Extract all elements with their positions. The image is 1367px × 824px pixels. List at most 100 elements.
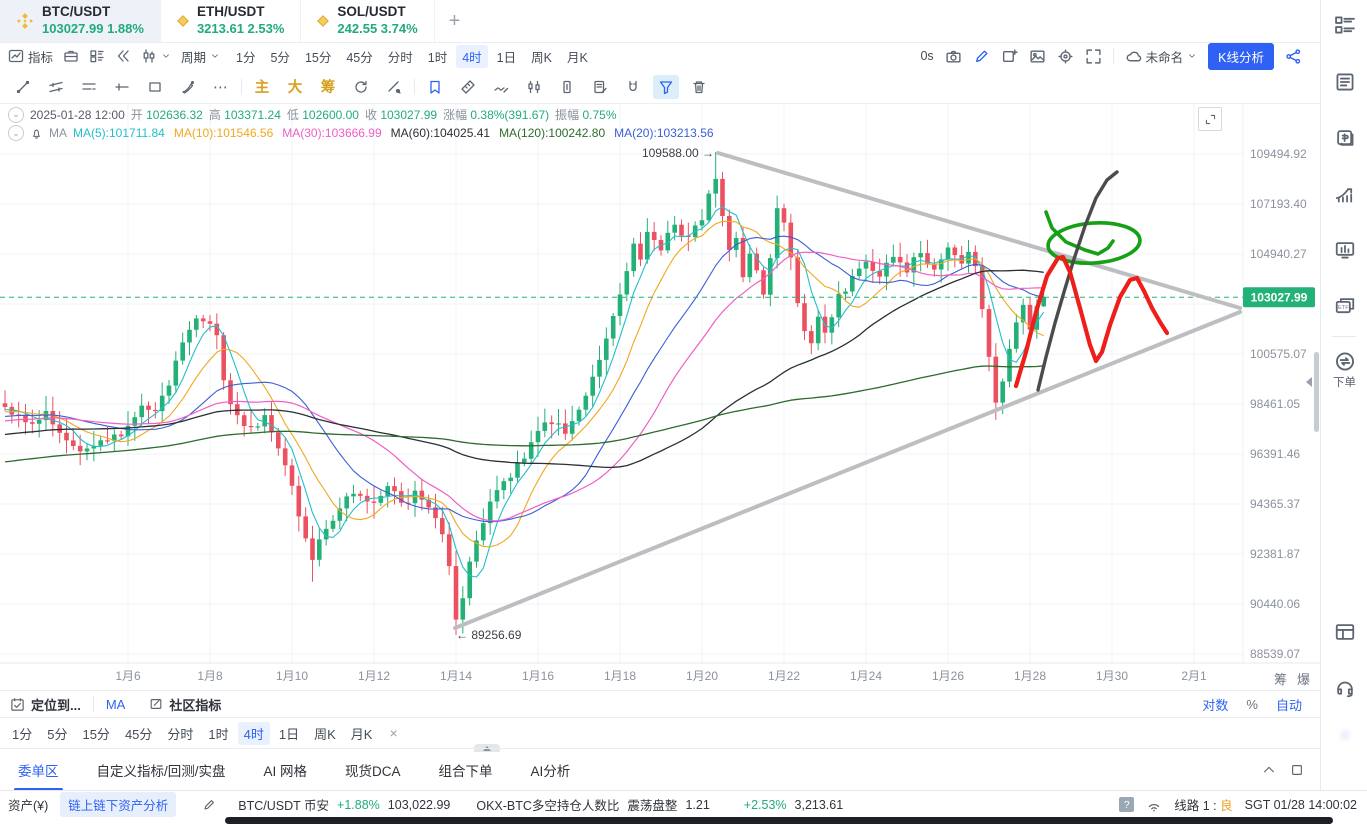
close-timeframe-row-button[interactable]: × xyxy=(389,725,398,741)
ma-indicator-link[interactable]: MA xyxy=(105,696,126,712)
log-scale-toggle[interactable]: 对数 xyxy=(1202,697,1229,713)
magnet-tool[interactable] xyxy=(620,75,646,99)
chips-axis-toggle[interactable]: 筹 xyxy=(1274,672,1288,687)
pin-line-tool[interactable] xyxy=(381,75,407,99)
draw-pencil-icon[interactable] xyxy=(973,48,990,65)
time-axis-label[interactable]: 1月20 xyxy=(686,669,718,683)
timeframe-1时[interactable]: 1时 xyxy=(427,50,448,65)
timeframe-1日[interactable]: 1日 xyxy=(278,726,300,742)
time-axis-label[interactable]: 1月10 xyxy=(276,669,308,683)
freehand-pencil-tool[interactable] xyxy=(488,75,514,99)
layout-grid-button[interactable] xyxy=(89,48,105,64)
funds-panel-icon[interactable] xyxy=(1334,127,1356,149)
share-icon[interactable] xyxy=(1285,48,1302,65)
bookmark-tool[interactable] xyxy=(422,75,448,99)
candlestick-chart[interactable]: 1月6 1月8 1月10 1月12 1月14 1月16 1月18 1月20 1月22 1月24 1月… xyxy=(0,104,1320,690)
timeframe-月K[interactable]: 月K xyxy=(566,50,588,65)
fullscreen-icon[interactable] xyxy=(1085,48,1102,65)
symbol-tab-sol[interactable]: SOL/USDT 242.55 3.74% xyxy=(301,0,435,42)
trendline-tool[interactable] xyxy=(10,75,36,99)
assets-label[interactable]: 资产(¥) xyxy=(8,799,49,813)
cross-line-tool[interactable] xyxy=(109,75,135,99)
auto-scale-toggle[interactable]: 自动 xyxy=(1275,697,1302,713)
replay-time-label[interactable]: 0s xyxy=(920,49,934,63)
timeframe-45分[interactable]: 45分 xyxy=(124,726,153,742)
refresh-drawing-tool[interactable] xyxy=(348,75,374,99)
collapse-legend-icon[interactable]: ⌄ xyxy=(8,106,24,123)
timeframe-1时[interactable]: 1时 xyxy=(208,726,229,742)
time-axis-label[interactable]: 1月22 xyxy=(768,669,800,683)
kline-analysis-button[interactable]: K线分析 xyxy=(1208,42,1274,70)
eth-ticker[interactable]: +2.53% 3,213.61 xyxy=(736,798,843,812)
parallel-channel-tool[interactable] xyxy=(43,75,69,99)
workspace-layout-icon[interactable] xyxy=(1334,621,1356,643)
symbol-tab-eth[interactable]: ETH/USDT 3213.61 2.53% xyxy=(161,0,302,42)
market-trend-icon[interactable] xyxy=(1334,183,1356,205)
timeframe-1日[interactable]: 1日 xyxy=(496,50,517,65)
edit-ticker-icon[interactable] xyxy=(202,798,216,812)
bottom-tab-组合下单[interactable]: 组合下单 xyxy=(438,763,493,779)
time-axis-label[interactable]: 1月26 xyxy=(932,669,964,683)
chips-distribution-toggle[interactable]: 筹 xyxy=(320,80,336,96)
time-axis-label[interactable]: 1月30 xyxy=(1096,669,1128,683)
note-edit-tool[interactable] xyxy=(587,75,613,99)
place-order-icon[interactable] xyxy=(1333,350,1356,373)
place-order-label[interactable]: 下单 xyxy=(1333,377,1356,389)
panel-collapse-arrow[interactable] xyxy=(1306,377,1312,387)
ma-indicator-name[interactable]: MA xyxy=(49,126,67,140)
chain-analysis-button[interactable]: 链上链下资产分析 xyxy=(60,792,177,817)
expand-window-icon[interactable] xyxy=(1290,763,1304,777)
candle-style-button[interactable] xyxy=(141,48,171,64)
timeframe-45分[interactable]: 45分 xyxy=(346,50,373,65)
news-panel-icon[interactable] xyxy=(1334,71,1356,93)
bottom-tab-现货DCA[interactable]: 现货DCA xyxy=(345,763,401,779)
timeframe-分时[interactable]: 分时 xyxy=(387,50,413,65)
period-dropdown[interactable]: 周期 xyxy=(181,47,220,66)
time-axis-label[interactable]: 1月14 xyxy=(440,669,472,683)
image-export-icon[interactable] xyxy=(1029,48,1046,65)
time-axis-label[interactable]: 1月8 xyxy=(197,669,223,683)
camera-icon[interactable] xyxy=(945,48,962,65)
time-axis-label[interactable]: 1月12 xyxy=(358,669,390,683)
burst-axis-toggle[interactable]: 爆 xyxy=(1297,672,1311,687)
time-axis-label[interactable]: 1月28 xyxy=(1014,669,1046,683)
bottom-tab-AI 网格[interactable]: AI 网格 xyxy=(263,763,308,779)
bottom-tab-委单区[interactable]: 委单区 xyxy=(14,749,62,791)
line-status[interactable]: 线路 1 : 良 xyxy=(1174,795,1232,814)
saved-layout-dropdown[interactable]: 未命名 xyxy=(1125,47,1198,66)
time-axis-label[interactable]: 1月16 xyxy=(522,669,554,683)
horizontal-lines-tool[interactable] xyxy=(76,75,102,99)
support-headset-icon[interactable] xyxy=(1334,677,1356,699)
ruler-tool[interactable] xyxy=(455,75,481,99)
timeframe-5分[interactable]: 5分 xyxy=(47,726,68,742)
okx-ratio-ticker[interactable]: OKX-BTC多空持仓人数比 震荡盘整 1.21 xyxy=(476,795,709,814)
timeframe-月K[interactable]: 月K xyxy=(350,726,373,742)
reset-view-button[interactable] xyxy=(1198,107,1222,131)
time-axis-label[interactable]: 1月24 xyxy=(850,669,882,683)
help-button[interactable]: ? xyxy=(1119,797,1135,812)
timeframe-5分[interactable]: 5分 xyxy=(270,50,290,65)
percent-scale-toggle[interactable]: % xyxy=(1246,696,1258,712)
add-symbol-tab-button[interactable]: + xyxy=(448,9,461,32)
timeframe-1分[interactable]: 1分 xyxy=(236,50,256,65)
settings-gear-icon[interactable] xyxy=(1057,48,1074,65)
timeframe-15分[interactable]: 15分 xyxy=(304,50,332,65)
bottom-tab-AI分析[interactable]: AI分析 xyxy=(530,763,571,779)
rewind-button[interactable] xyxy=(115,48,131,64)
btc-ticker[interactable]: BTC/USDT 币安 +1.88% 103,022.99 xyxy=(238,795,450,814)
add-frame-icon[interactable] xyxy=(1001,48,1018,65)
timeframe-周K[interactable]: 周K xyxy=(531,50,552,65)
collapse-ma-icon[interactable]: ⌄ xyxy=(8,125,24,141)
collapse-chevron-icon[interactable] xyxy=(1262,763,1276,777)
rectangle-tool[interactable] xyxy=(142,75,168,99)
timeframe-1分[interactable]: 1分 xyxy=(12,726,33,742)
candle-pattern-tool[interactable] xyxy=(521,75,547,99)
locate-to-button[interactable]: 定位到... xyxy=(31,697,81,713)
timeframe-周K[interactable]: 周K xyxy=(314,726,336,742)
more-tools-button[interactable]: ⋯ xyxy=(213,78,229,96)
timeframe-4时[interactable]: 4时 xyxy=(456,44,488,68)
timeframe-4时[interactable]: 4时 xyxy=(237,721,270,745)
time-axis-label[interactable]: 1月6 xyxy=(115,669,141,683)
delete-drawings-tool[interactable] xyxy=(686,75,712,99)
main-chart-toggle[interactable]: 主 xyxy=(254,80,270,96)
